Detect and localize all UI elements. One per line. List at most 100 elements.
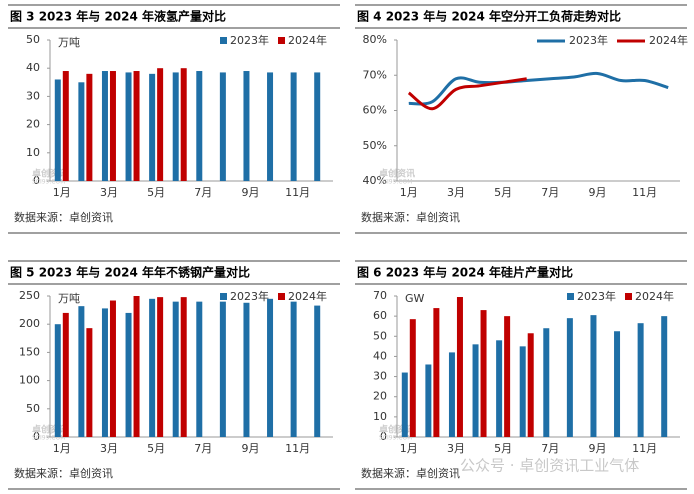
- logo: SCI99.COM: [379, 435, 412, 442]
- unit: 万吨: [58, 292, 80, 305]
- legend-swatch: [567, 293, 574, 300]
- x-tick-label: 1月: [53, 186, 71, 199]
- logo: SCI99.COM: [32, 435, 65, 442]
- y-tick-label: 250: [19, 289, 40, 302]
- bar: [314, 72, 321, 181]
- bar: [149, 298, 156, 437]
- bar: [504, 316, 511, 437]
- x-tick-label: 9月: [588, 186, 606, 199]
- y-tick-label: 70: [373, 289, 387, 302]
- bar: [243, 302, 250, 437]
- bar: [149, 73, 156, 181]
- y-tick-label: 0: [33, 174, 40, 187]
- x-tick-label: 11月: [632, 186, 657, 199]
- legend-label: 2023年: [230, 289, 269, 303]
- x-tick-label: 7月: [194, 186, 212, 199]
- bar: [101, 308, 108, 437]
- chart-title: 图 5 2023 年与 2024 年年不锈钢产量对比: [10, 265, 250, 280]
- y-tick-label: 10: [373, 410, 387, 423]
- y-tick-label: 20: [373, 390, 387, 403]
- y-tick-label: 80%: [363, 33, 387, 46]
- x-tick-label: 7月: [194, 442, 212, 455]
- bar: [519, 346, 526, 437]
- y-tick-label: 0: [380, 430, 387, 443]
- bar: [267, 72, 274, 181]
- bar: [472, 344, 479, 437]
- legend-swatch: [278, 37, 285, 44]
- bar: [196, 71, 203, 181]
- bar: [62, 71, 69, 181]
- y-tick-label: 20: [26, 118, 40, 131]
- logo: SCI99.COM: [32, 179, 65, 186]
- x-tick-label: 11月: [632, 442, 657, 455]
- bar: [62, 312, 69, 437]
- x-tick-label: 9月: [241, 186, 259, 199]
- bar: [109, 300, 116, 437]
- x-tick-label: 1月: [400, 186, 418, 199]
- source: 数据来源：卓创资讯: [14, 466, 113, 480]
- y-tick-label: 60%: [363, 104, 387, 117]
- bar: [425, 364, 432, 437]
- bar: [78, 306, 85, 437]
- y-tick-label: 30: [26, 89, 40, 102]
- bar: [566, 318, 573, 437]
- bar: [125, 312, 132, 437]
- bar: [172, 72, 179, 181]
- x-tick-label: 3月: [100, 186, 118, 199]
- logo: 卓创资讯: [379, 168, 415, 180]
- y-tick-label: 40: [26, 61, 40, 74]
- bar: [661, 316, 668, 437]
- bar: [637, 323, 644, 437]
- y-tick-label: 0: [33, 430, 40, 443]
- unit: 万吨: [58, 36, 80, 49]
- bar: [401, 372, 408, 437]
- bar: [109, 71, 116, 181]
- x-tick-label: 1月: [53, 442, 71, 455]
- legend-swatch: [220, 37, 227, 44]
- x-tick-label: 5月: [147, 186, 165, 199]
- legend-swatch: [220, 293, 227, 300]
- bar: [219, 301, 226, 437]
- bar: [172, 301, 179, 437]
- bar: [125, 72, 132, 181]
- source: 数据来源：卓创资讯: [361, 210, 460, 224]
- x-tick-label: 3月: [100, 442, 118, 455]
- legend-swatch: [625, 293, 632, 300]
- y-tick-label: 40%: [363, 174, 387, 187]
- y-tick-label: 50: [26, 33, 40, 46]
- line: [407, 77, 527, 111]
- bar: [157, 68, 164, 181]
- x-tick-label: 5月: [147, 442, 165, 455]
- bar: [180, 68, 187, 181]
- legend-label: 2024年: [288, 33, 327, 47]
- bar: [314, 305, 321, 437]
- bar: [409, 319, 416, 437]
- source: 数据来源：卓创资讯: [14, 210, 113, 224]
- bar: [290, 72, 297, 181]
- bar: [196, 301, 203, 437]
- chart-title: 图 6 2023 年与 2024 年硅片产量对比: [357, 265, 573, 280]
- bar: [527, 333, 534, 437]
- x-tick-label: 5月: [494, 186, 512, 199]
- legend-label: 2024年: [288, 289, 327, 303]
- bar: [590, 315, 597, 437]
- bar: [267, 298, 274, 437]
- legend-swatch: [278, 293, 285, 300]
- y-tick-label: 70%: [363, 68, 387, 81]
- source: 数据来源：卓创资讯: [361, 466, 460, 480]
- x-tick-label: 5月: [494, 442, 512, 455]
- bar: [54, 79, 61, 181]
- bar: [219, 72, 226, 181]
- y-tick-label: 100: [19, 374, 40, 387]
- y-tick-label: 200: [19, 317, 40, 330]
- legend-label: 2023年: [230, 33, 269, 47]
- chart-title: 图 3 2023 年与 2024 年液氢产量对比: [10, 9, 226, 24]
- bar: [86, 328, 93, 437]
- bar: [78, 82, 85, 181]
- legend-label: 2024年: [649, 33, 688, 47]
- bar: [448, 352, 455, 437]
